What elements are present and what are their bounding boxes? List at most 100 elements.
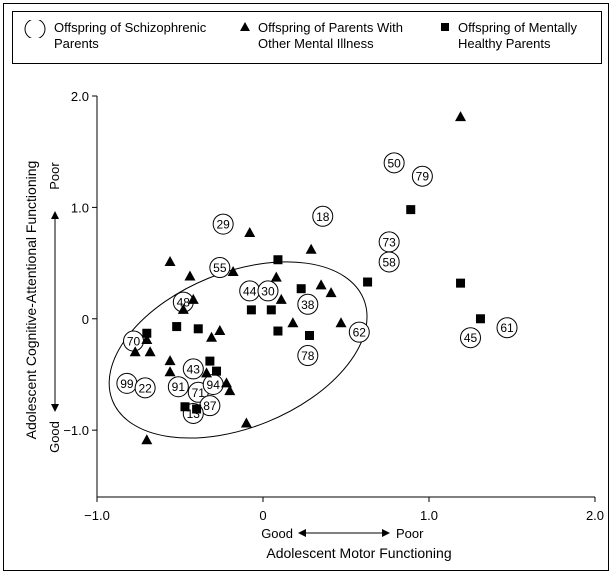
circle-point: 87 <box>199 395 221 417</box>
circle-point-label: 62 <box>353 326 367 340</box>
circle-point: 29 <box>212 213 234 235</box>
square-point <box>205 356 215 366</box>
triangle-point <box>129 346 141 357</box>
circle-point-marker <box>348 321 370 343</box>
y-tick-label: 1.0 <box>71 200 89 215</box>
triangle-point <box>270 271 282 282</box>
circle-point-marker <box>297 345 319 367</box>
circle-point: 78 <box>297 345 319 367</box>
square-point <box>212 366 222 376</box>
circle-point-label: 55 <box>213 261 227 275</box>
x-tick-label: 2.0 <box>586 508 604 523</box>
triangle-point <box>164 355 176 366</box>
circle-point-label: 94 <box>207 378 221 392</box>
triangle-point <box>335 317 347 328</box>
circle-point-label: 58 <box>382 255 396 269</box>
triangle-point <box>305 243 317 254</box>
arrow-left-icon <box>298 529 306 537</box>
circle-point: 79 <box>411 165 433 187</box>
triangle-marker-icon <box>240 22 250 31</box>
triangle-point <box>275 293 287 304</box>
legend-label-other-illness-1: Offspring of Parents With <box>258 20 403 35</box>
circle-point-label: 73 <box>382 235 396 249</box>
circle-point: 45 <box>460 327 481 349</box>
triangle-point <box>455 111 467 122</box>
data-marks: 50 79 29 18 73 58 55 44 30 48 38 62 70 78 43 99 22 91 7194… <box>116 111 518 445</box>
circle-point: 58 <box>378 251 400 273</box>
circle-point-marker <box>496 317 518 339</box>
square-point <box>363 277 373 287</box>
triangle-point <box>244 227 256 238</box>
square-point <box>193 324 203 334</box>
square-point <box>273 255 283 265</box>
square-point <box>266 305 276 315</box>
circle-point-label: 44 <box>243 284 257 298</box>
square-point <box>456 278 466 288</box>
circle-point: 91 <box>167 376 189 398</box>
square-point <box>296 284 306 294</box>
x-tick-label: 1.0 <box>420 508 438 523</box>
square-point <box>304 330 314 340</box>
circle-point-marker <box>383 152 405 174</box>
circle-point-marker <box>134 377 156 399</box>
triangle-point <box>141 434 153 445</box>
circle-point-label: 38 <box>301 298 315 312</box>
circle-point-label: 45 <box>464 331 478 345</box>
square-point <box>273 326 283 336</box>
circle-point-marker <box>460 327 481 349</box>
figure-frame <box>3 3 609 571</box>
circle-point-label: 79 <box>416 170 430 184</box>
circle-point-label: 87 <box>203 399 217 413</box>
circle-point-label: 29 <box>216 218 230 232</box>
circle-point-label: 43 <box>187 362 201 376</box>
circle-point-label: 71 <box>192 386 206 400</box>
legend-item-other-illness: Offspring of Parents With Other Mental I… <box>239 20 403 52</box>
circle-point: 94 <box>202 373 224 395</box>
square-marker-icon <box>441 23 449 31</box>
x-tick-label: −1.0 <box>84 508 110 523</box>
circle-point-marker <box>411 165 433 187</box>
circle-point-marker <box>167 376 189 398</box>
triangle-point <box>201 367 213 378</box>
circle-point: 70 <box>123 330 145 352</box>
square-point <box>192 404 202 414</box>
square-point <box>142 328 152 338</box>
triangle-point <box>206 331 218 342</box>
circle-point: 61 <box>496 317 518 339</box>
circle-point-marker <box>312 205 334 227</box>
square-point <box>406 205 416 215</box>
legend: Offspring of Schizophrenic Parents Offsp… <box>12 11 602 64</box>
x-tick-label: 0 <box>259 508 266 523</box>
circle-point-label: 18 <box>316 210 330 224</box>
circle-point-label: 22 <box>138 381 152 395</box>
y-direction-high-label: Poor <box>47 162 62 190</box>
x-direction-high-label: Poor <box>396 526 424 541</box>
square-point <box>172 322 182 332</box>
circle-point: 22 <box>134 377 156 399</box>
triangle-point <box>164 366 176 377</box>
circle-point: 44 <box>239 280 261 302</box>
y-direction-low-label: Good <box>47 421 62 453</box>
circle-point: 30 <box>257 280 279 302</box>
legend-label-healthy-1: Offspring of Mentally <box>458 20 577 35</box>
triangle-point <box>227 265 239 276</box>
circle-point-label: 99 <box>120 377 134 391</box>
legend-label-healthy-2: Healthy Parents <box>458 36 551 51</box>
circle-point-label: 48 <box>177 296 191 310</box>
y-tick-label: 0 <box>82 312 89 327</box>
circle-point: 38 <box>297 293 319 315</box>
x-axis-title: Adolescent Motor Functioning <box>266 545 451 561</box>
circle-point-label: 70 <box>127 335 141 349</box>
circle-point-label: 30 <box>261 284 275 298</box>
triangle-point <box>187 293 199 304</box>
triangle-point <box>287 317 299 328</box>
circle-point: 62 <box>348 321 370 343</box>
legend-item-schizophrenic: Offspring of Schizophrenic Parents <box>23 20 206 52</box>
triangle-point <box>144 346 156 357</box>
circle-point: 43 <box>182 358 204 380</box>
y-tick-label: 2.0 <box>71 89 89 104</box>
circle-point: 99 <box>116 372 138 394</box>
schizophrenic-group-ellipse <box>108 261 368 439</box>
